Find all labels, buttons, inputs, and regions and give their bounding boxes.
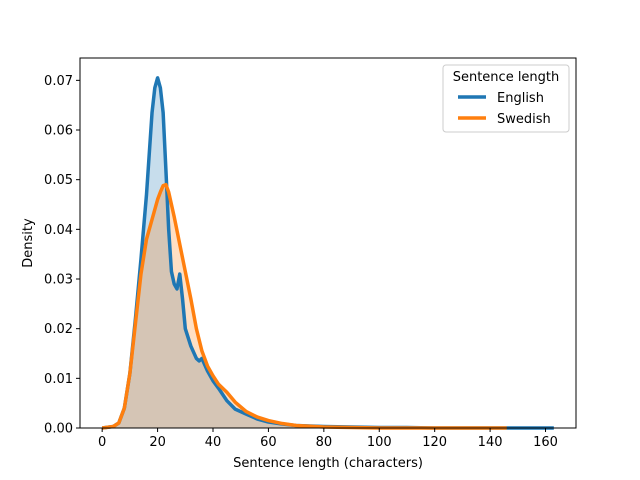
x-tick-label: 100	[367, 435, 392, 450]
x-axis-label: Sentence length (characters)	[233, 456, 423, 471]
density-line-swedish	[101, 182, 507, 430]
y-tick-label: 0.01	[44, 372, 73, 387]
legend: Sentence length English Swedish	[442, 64, 570, 133]
y-axis: 0.00 0.01 0.02 0.03 0.04 0.05 0.06 0.07	[44, 74, 80, 437]
legend-label-swedish: Swedish	[497, 112, 551, 127]
legend-title: Sentence length	[453, 70, 560, 85]
y-tick-label: 0.06	[44, 124, 73, 139]
x-tick-label: 80	[316, 435, 333, 450]
legend-label-english: English	[497, 91, 544, 106]
y-tick-label: 0.05	[44, 173, 73, 188]
plot-border	[79, 57, 577, 429]
x-tick-label: 60	[260, 435, 277, 450]
density-fill-swedish	[102, 184, 507, 428]
x-tick-label: 160	[533, 435, 558, 450]
y-axis-label: Density	[21, 218, 36, 268]
x-tick-label: 140	[478, 435, 503, 450]
series-fills	[102, 77, 554, 429]
y-tick-label: 0.03	[44, 273, 73, 288]
y-tick-label: 0.00	[44, 422, 73, 437]
y-tick-label: 0.02	[44, 322, 73, 337]
x-tick-label: 120	[422, 435, 447, 450]
legend-box	[442, 64, 570, 133]
x-tick-label: 40	[205, 435, 222, 450]
x-tick-label: 20	[149, 435, 166, 450]
x-axis: 0 20 40 60 80 100 120 140 160	[98, 428, 558, 450]
series-lines	[101, 76, 554, 430]
density-fill-english	[102, 77, 554, 429]
y-tick-label: 0.07	[44, 74, 73, 89]
x-tick-label: 0	[98, 435, 106, 450]
y-tick-label: 0.04	[44, 223, 73, 238]
